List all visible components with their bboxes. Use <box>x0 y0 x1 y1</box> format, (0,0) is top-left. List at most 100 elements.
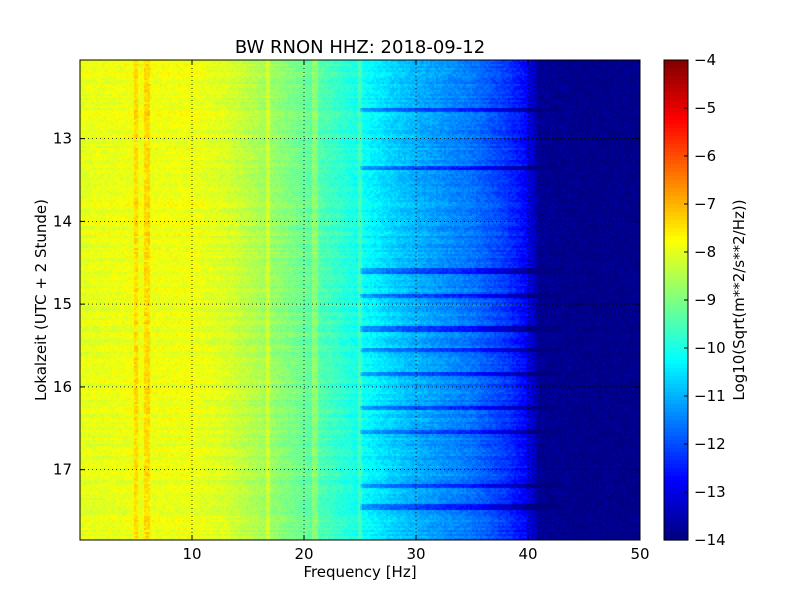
colorbar-swatch <box>664 500 688 505</box>
colorbar-swatch <box>664 452 688 457</box>
colorbar-swatch <box>664 448 688 453</box>
colorbar-swatch <box>664 108 688 113</box>
colorbar-swatch <box>664 256 688 261</box>
y-tick-label: 16 <box>53 378 72 396</box>
colorbar-swatch <box>664 480 688 485</box>
y-tick-label: 13 <box>53 130 72 148</box>
colorbar-tick-label: −12 <box>694 435 726 453</box>
colorbar-swatch <box>664 388 688 393</box>
colorbar-swatch <box>664 324 688 329</box>
colorbar-swatch <box>664 128 688 133</box>
colorbar-tick-label: −4 <box>694 51 716 69</box>
colorbar-swatch <box>664 460 688 465</box>
colorbar-swatch <box>664 216 688 221</box>
colorbar-swatch <box>664 364 688 369</box>
colorbar-swatch <box>664 184 688 189</box>
colorbar-swatch <box>664 312 688 317</box>
colorbar-swatch <box>664 152 688 157</box>
chart-title: BW RNON HHZ: 2018-09-12 <box>235 37 485 58</box>
colorbar-swatch <box>664 188 688 193</box>
colorbar-swatch <box>664 244 688 249</box>
colorbar-swatch <box>664 412 688 417</box>
colorbar-swatch <box>664 228 688 233</box>
colorbar-swatch <box>664 372 688 377</box>
colorbar-swatch <box>664 180 688 185</box>
colorbar-swatch <box>664 64 688 69</box>
colorbar-swatch <box>664 260 688 265</box>
x-tick-label: 30 <box>406 545 425 563</box>
y-tick-label: 14 <box>53 212 72 230</box>
colorbar-swatch <box>664 156 688 161</box>
colorbar-swatch <box>664 464 688 469</box>
colorbar-swatch <box>664 408 688 413</box>
colorbar-swatch <box>664 456 688 461</box>
colorbar-tick-label: −6 <box>694 147 716 165</box>
colorbar-swatch <box>664 276 688 281</box>
colorbar-label: Log10(Sqrt(m**2/s**2/Hz)) <box>730 199 748 400</box>
colorbar-swatch <box>664 356 688 361</box>
colorbar-swatch <box>664 232 688 237</box>
y-tick-label: 15 <box>53 295 72 313</box>
colorbar-swatch <box>664 208 688 213</box>
colorbar-swatch <box>664 204 688 209</box>
colorbar-swatch <box>664 224 688 229</box>
colorbar-swatch <box>664 124 688 129</box>
colorbar-swatch <box>664 512 688 517</box>
colorbar-swatch <box>664 376 688 381</box>
x-tick-label: 10 <box>182 545 201 563</box>
colorbar-swatch <box>664 392 688 397</box>
colorbar-swatch <box>664 264 688 269</box>
colorbar-swatch <box>664 172 688 177</box>
colorbar-swatch <box>664 400 688 405</box>
spectrogram-raster <box>80 60 640 540</box>
colorbar-swatch <box>664 328 688 333</box>
colorbar-swatch <box>664 308 688 313</box>
colorbar-swatch <box>664 176 688 181</box>
colorbar-swatch <box>664 288 688 293</box>
colorbar-swatch <box>664 88 688 93</box>
colorbar-swatch <box>664 284 688 289</box>
plot-frame <box>79 59 641 541</box>
colorbar-swatch <box>664 280 688 285</box>
colorbar-swatch <box>664 432 688 437</box>
colorbar-tick-label: −11 <box>694 387 726 405</box>
colorbar-swatch <box>664 316 688 321</box>
grid-lines <box>80 60 640 540</box>
y-tick-label: 17 <box>53 461 72 479</box>
colorbar-swatch <box>664 168 688 173</box>
colorbar-swatch <box>664 468 688 473</box>
colorbar-swatch <box>664 144 688 149</box>
colorbar-swatch <box>664 360 688 365</box>
colorbar-swatch <box>664 84 688 89</box>
colorbar-swatch <box>664 384 688 389</box>
colorbar-swatch <box>664 252 688 257</box>
colorbar-swatch <box>664 148 688 153</box>
colorbar-swatch <box>664 344 688 349</box>
colorbar-swatch <box>664 80 688 85</box>
colorbar-swatch <box>664 336 688 341</box>
colorbar-swatch <box>664 484 688 489</box>
colorbar-swatch <box>664 504 688 509</box>
colorbar-swatch <box>664 160 688 165</box>
colorbar-swatch <box>664 536 688 541</box>
colorbar-tick-label: −5 <box>694 99 716 117</box>
colorbar-swatch <box>664 68 688 73</box>
x-tick-label: 20 <box>294 545 313 563</box>
colorbar-swatch <box>664 332 688 337</box>
y-axis-label: Lokalzeit (UTC + 2 Stunde) <box>32 199 50 401</box>
colorbar-swatch <box>664 292 688 297</box>
colorbar-swatch <box>664 404 688 409</box>
colorbar-swatch <box>664 436 688 441</box>
x-tick-label: 50 <box>630 545 649 563</box>
colorbar-tick-label: −14 <box>694 531 726 549</box>
colorbar-swatch <box>664 304 688 309</box>
colorbar-swatch <box>664 236 688 241</box>
colorbar-tick-label: −10 <box>694 339 726 357</box>
colorbar-swatch <box>664 488 688 493</box>
colorbar-swatch <box>664 92 688 97</box>
colorbar-swatch <box>664 420 688 425</box>
colorbar-swatch <box>664 268 688 273</box>
colorbar-swatch <box>664 532 688 537</box>
colorbar-swatch <box>664 496 688 501</box>
colorbar-swatch <box>664 492 688 497</box>
